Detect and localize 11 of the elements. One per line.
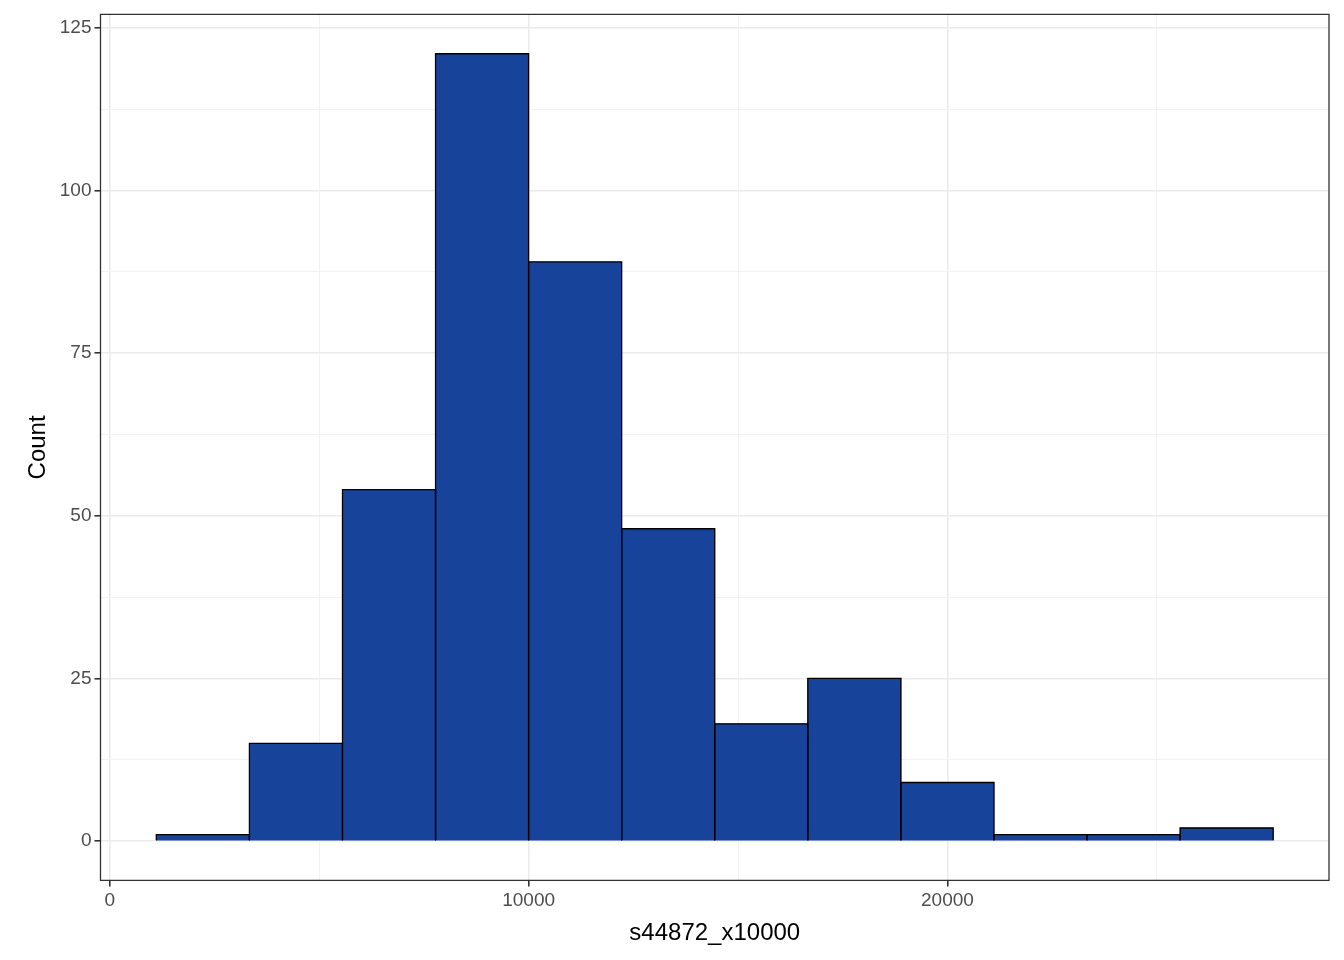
y-tick-label: 50 <box>70 503 92 525</box>
x-tick-label: 0 <box>104 889 116 911</box>
y-tick-label: 100 <box>59 178 92 200</box>
y-tick-label: 25 <box>70 666 92 688</box>
y-tick-label: 75 <box>70 341 92 363</box>
x-axis-title: s44872_x10000 <box>629 918 801 946</box>
y-tick-label: 0 <box>80 829 92 851</box>
x-tick-label: 10000 <box>502 889 556 911</box>
y-axis-title: Count <box>23 415 51 480</box>
x-tick-label: 20000 <box>921 889 974 911</box>
y-tick-label: 125 <box>59 15 92 37</box>
